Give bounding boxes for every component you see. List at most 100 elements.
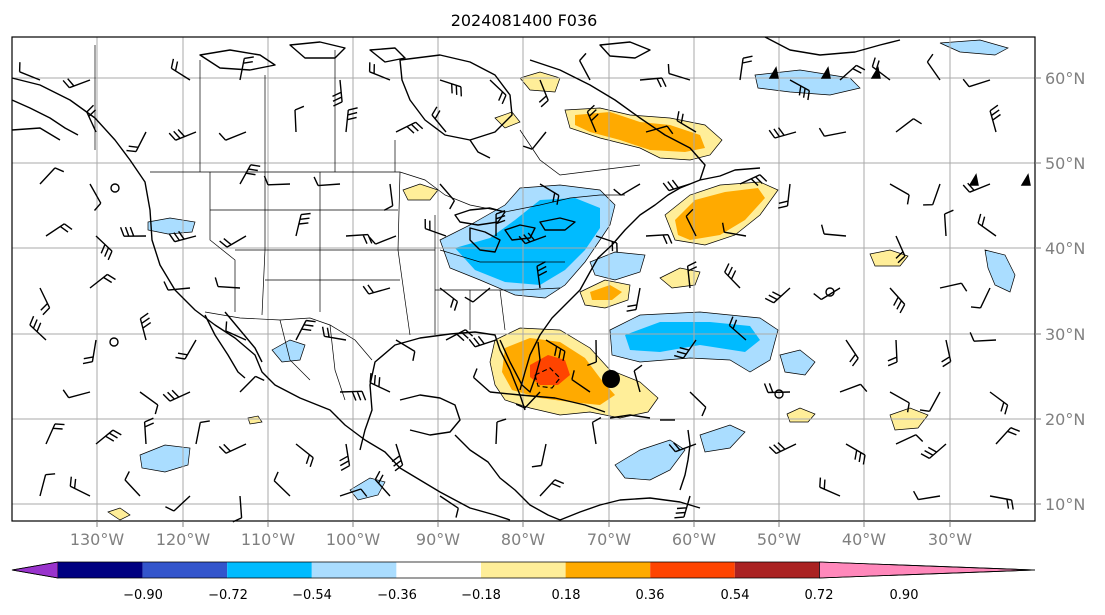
wind-barb (445, 329, 474, 342)
wind-barb (86, 104, 97, 133)
wind-barb (662, 179, 691, 192)
wind-barb (295, 319, 316, 341)
wind-barb (383, 183, 394, 211)
wind-barb-pennant (870, 66, 881, 79)
wind-barb (195, 420, 210, 445)
wind-barb (225, 321, 247, 341)
wind-barb (941, 339, 952, 368)
lat-label: 30°N (1045, 325, 1085, 344)
wind-barb (82, 339, 97, 365)
wind-barb (536, 261, 548, 289)
wind-barb (119, 226, 147, 237)
wind-barb (39, 473, 56, 497)
wind-barb (124, 471, 141, 497)
colorbar-swatch (396, 562, 481, 578)
lon-label: 100°W (326, 530, 381, 549)
wind-barb (977, 213, 997, 237)
wind-barb (368, 62, 391, 81)
wind-barb (912, 490, 941, 501)
wind-barb (686, 261, 698, 289)
wind-barb (332, 79, 343, 107)
wind-barb (321, 326, 347, 341)
neg-core-atlantic-east (625, 322, 760, 352)
wind-barb (895, 235, 906, 264)
wind-barb (431, 106, 447, 133)
wind-barb (69, 476, 91, 497)
wind-barb (689, 391, 707, 417)
colorbar-tick-label: −0.72 (208, 588, 248, 603)
map-title: 2024081400 F036 (451, 11, 598, 30)
wind-barb (539, 479, 565, 497)
wind-barb (168, 129, 197, 141)
pos-core-labrador (575, 112, 705, 152)
pos-region-pacific-2 (247, 415, 263, 425)
lon-label: 30°W (928, 530, 972, 549)
wind-barb (218, 443, 247, 454)
wind-barb (295, 212, 311, 237)
wind-barb (374, 470, 391, 497)
colorbar-extend-min (11, 561, 59, 579)
wind-barb (89, 273, 116, 289)
wind-barb (239, 375, 265, 393)
wind-barb (89, 183, 102, 211)
wind-barb (339, 443, 351, 472)
wind-barb (813, 287, 841, 301)
wind-barb (472, 368, 491, 393)
wind-barbs (18, 52, 1031, 523)
wind-barb-pennant (820, 66, 831, 79)
lon-label: 90°W (416, 530, 460, 549)
lat-label: 60°N (1045, 69, 1085, 88)
wind-barb (62, 389, 91, 399)
wind-barb (391, 443, 404, 472)
wind-barb (345, 233, 373, 244)
dashed-contour-storm (534, 367, 561, 389)
wind-barb (667, 63, 691, 81)
lon-label: 70°W (587, 530, 631, 549)
wind-barb (962, 78, 991, 88)
wind-barb (674, 495, 691, 519)
colorbar-swatch (227, 562, 312, 578)
political-borders (94, 45, 641, 401)
wind-barb (889, 287, 906, 314)
wind-barb (345, 107, 358, 133)
wind-barb (578, 52, 591, 81)
calm-wind-circles (109, 183, 835, 399)
wind-barb (768, 127, 797, 139)
wind-barb (295, 443, 314, 468)
wind-barb (724, 263, 741, 289)
wind-barb (919, 391, 941, 412)
neg-region-east-atl-2 (984, 249, 1016, 293)
wind-barb (439, 495, 459, 518)
wind-barb (18, 62, 41, 81)
wind-barb (889, 183, 910, 205)
colorbar-swatch (311, 562, 397, 578)
wind-barb (518, 232, 547, 245)
wind-barb (219, 235, 247, 248)
wind-barb (468, 335, 497, 348)
neg-region-caribbean (614, 439, 686, 481)
wind-barb (522, 131, 547, 150)
wind-barb (369, 373, 391, 393)
wind-barb (163, 281, 191, 291)
wind-barb (818, 127, 847, 137)
wind-barb (591, 416, 602, 445)
wind-barb (339, 488, 368, 497)
wind-barb (495, 418, 507, 445)
wind-barb (943, 209, 954, 237)
wind-barb (763, 383, 791, 394)
lon-label: 60°W (672, 530, 716, 549)
colorbar-swatch (58, 562, 143, 578)
wind-barb (778, 183, 791, 209)
wind-barb (395, 339, 416, 361)
wind-barb (313, 176, 341, 187)
colorbar-swatch (142, 562, 228, 578)
wind-barb (995, 427, 1020, 445)
wind-barb (538, 79, 549, 108)
colorbar-labels: −0.90 −0.72 −0.54 −0.36 −0.18 0.18 0.36 … (123, 588, 918, 603)
wind-barb (95, 429, 122, 445)
wind-barb (676, 111, 697, 133)
lat-labels: 60°N 50°N 40°N 30°N 20°N 10°N (1045, 69, 1085, 514)
wind-barb (539, 183, 560, 205)
wind-barb (489, 79, 507, 105)
wind-barb (175, 339, 197, 360)
